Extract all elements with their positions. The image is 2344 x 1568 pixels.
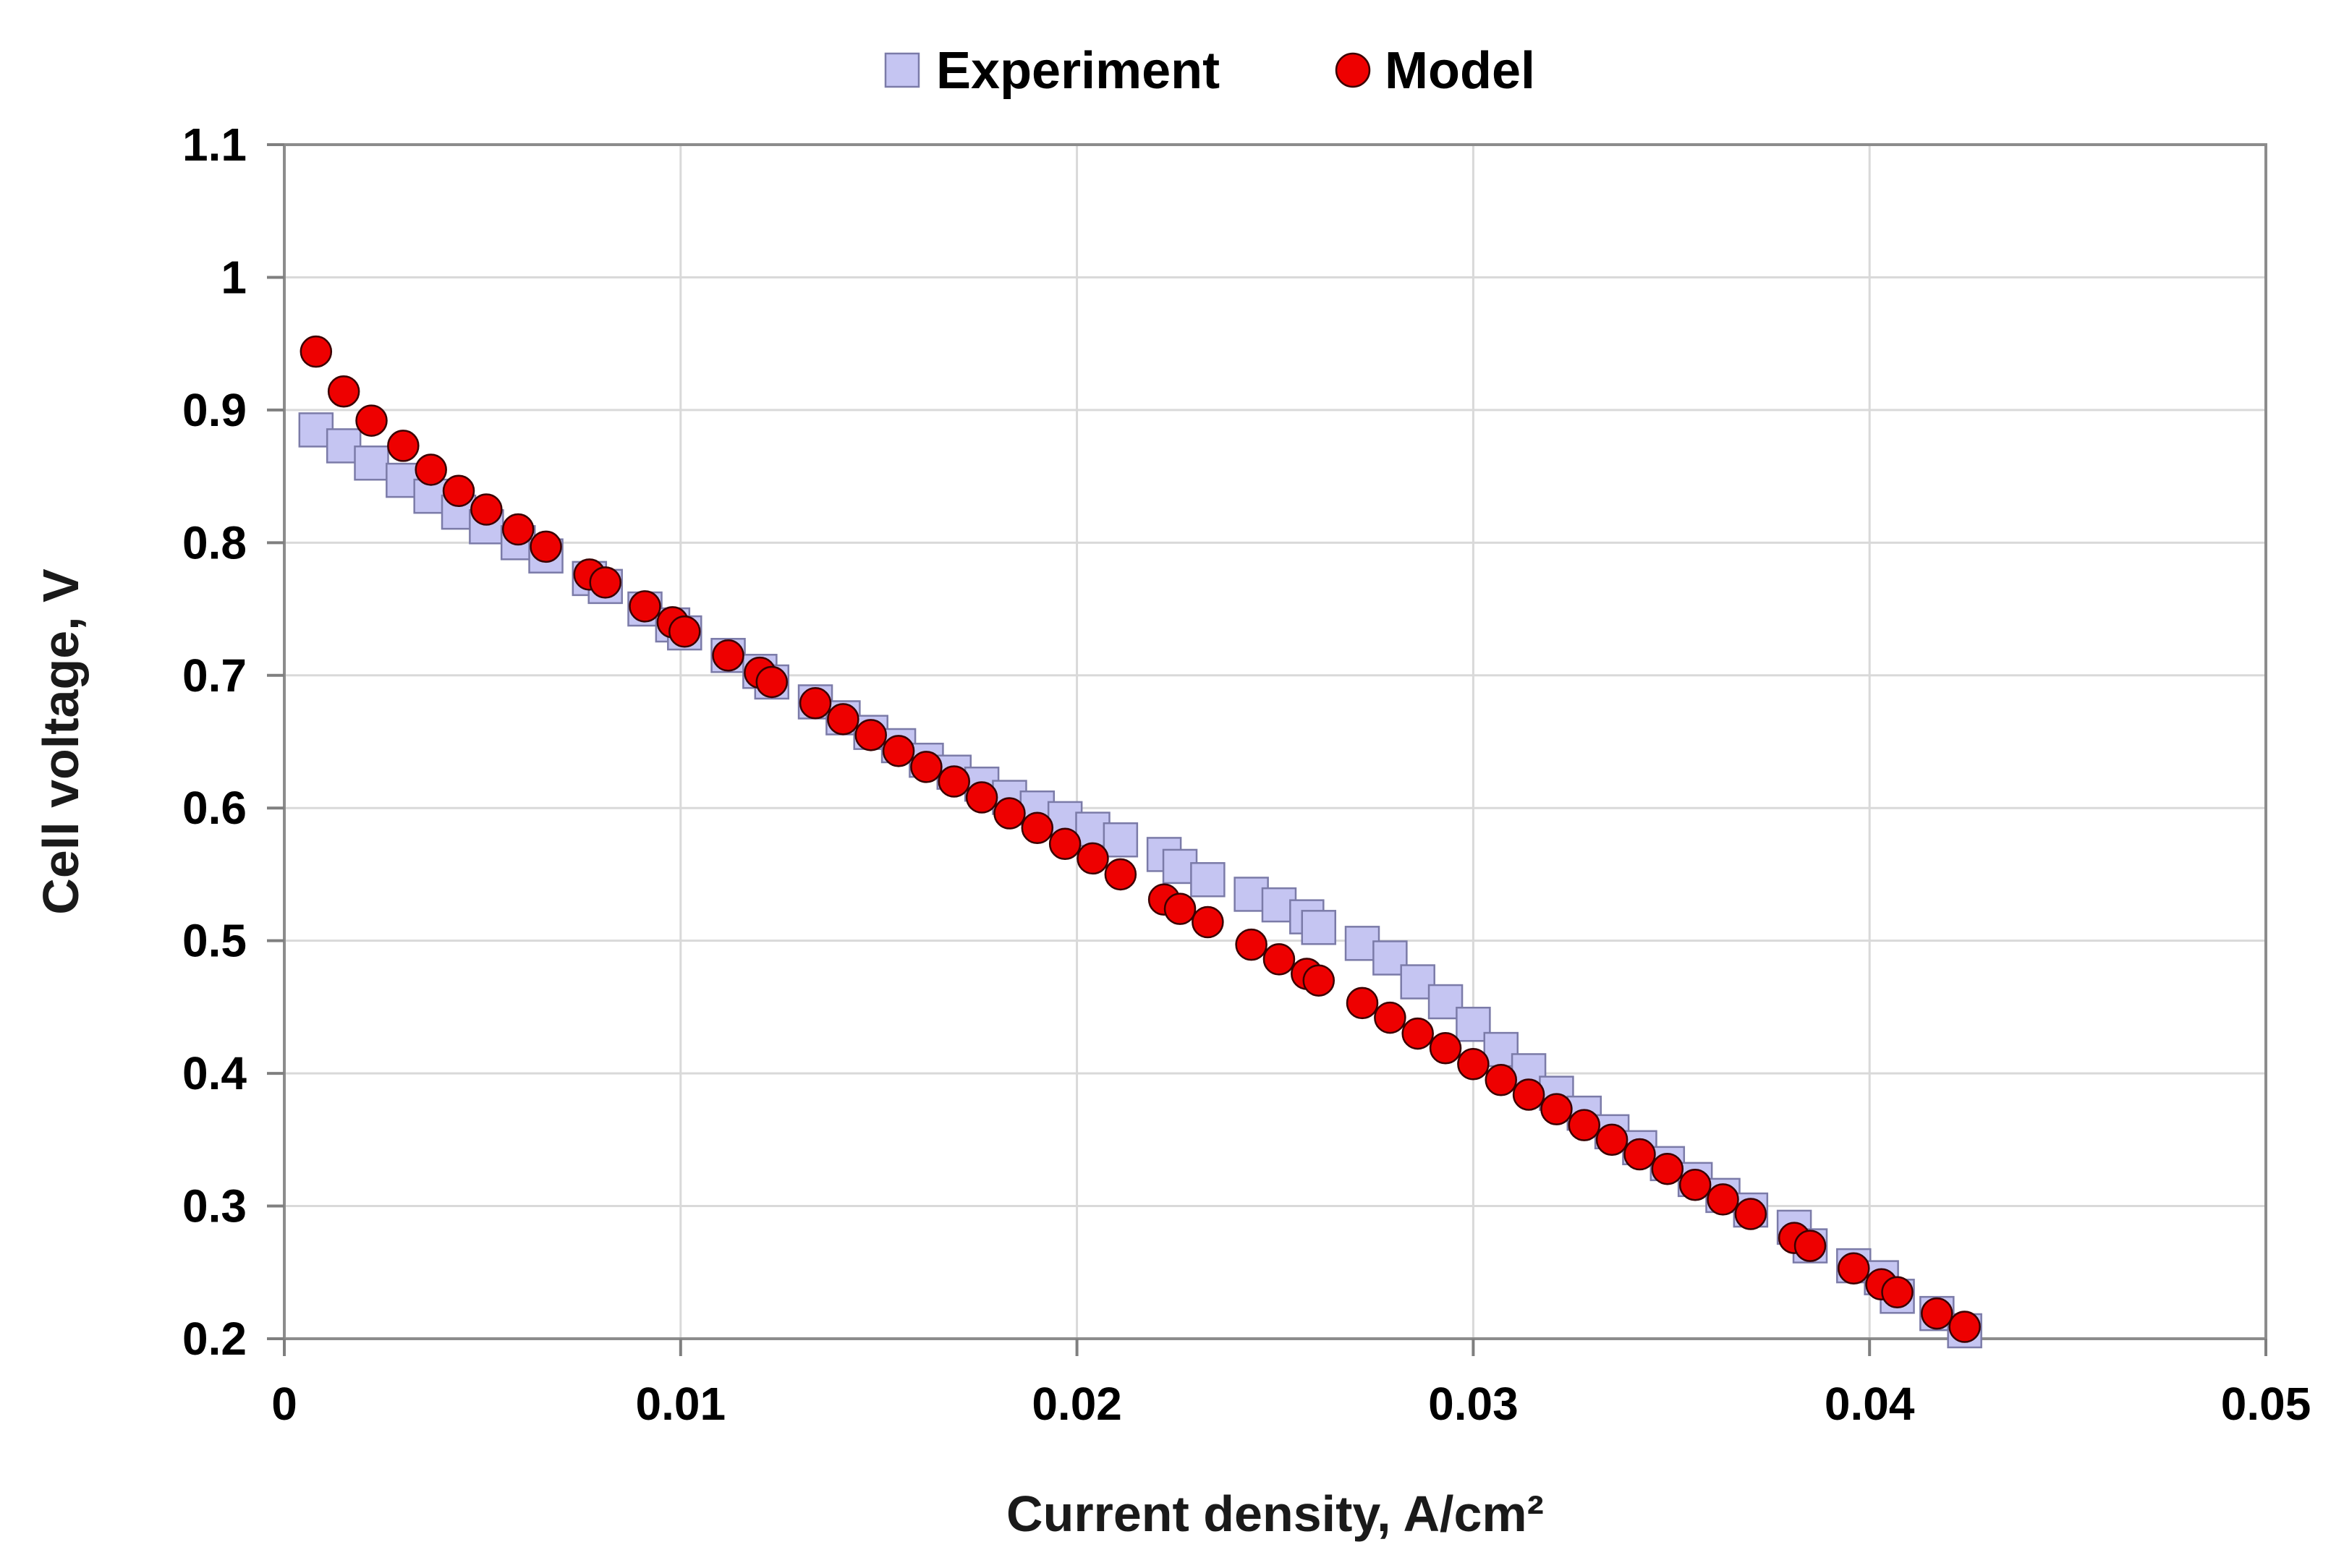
experiment-point [1103, 822, 1139, 858]
model-point [327, 375, 360, 408]
model-point [882, 735, 915, 767]
model-point [1734, 1198, 1767, 1230]
model-point [755, 665, 789, 699]
model-point [530, 530, 562, 563]
x-tick-label: 0.04 [1825, 1378, 1915, 1430]
model-point [1235, 928, 1267, 961]
y-tick-label: 0.7 [182, 649, 247, 702]
model-point [993, 797, 1026, 830]
plot-area-frame [283, 143, 2267, 1340]
model-point [910, 751, 943, 783]
model-point [1429, 1032, 1462, 1065]
experiment-point [1190, 862, 1226, 898]
model-point [1881, 1276, 1914, 1309]
model-point [1568, 1109, 1601, 1141]
model-point [300, 335, 333, 368]
model-point [965, 781, 998, 814]
model-point [501, 513, 535, 546]
model-point [1707, 1183, 1739, 1216]
model-point [938, 765, 971, 798]
experiment-point [354, 446, 389, 481]
x-tick-label: 0 [271, 1378, 297, 1430]
model-point [1192, 906, 1224, 939]
model-point [1485, 1064, 1517, 1096]
model-point [1346, 987, 1379, 1020]
model-point [589, 566, 621, 599]
model-point [355, 404, 388, 437]
model-point [799, 687, 832, 720]
series-model [300, 335, 1981, 1343]
y-tick-label: 0.3 [182, 1180, 247, 1232]
model-point [854, 719, 887, 751]
model-point [1623, 1138, 1656, 1171]
y-tick-label: 0.4 [182, 1047, 247, 1099]
model-point [1262, 943, 1296, 976]
x-tick-label: 0.03 [1428, 1378, 1519, 1430]
model-point [827, 703, 859, 736]
model-point [668, 615, 701, 648]
model-point [1401, 1017, 1434, 1050]
y-axis-title: Cell voltage, V [33, 568, 89, 915]
model-point [1948, 1311, 1981, 1343]
model-point [1457, 1048, 1490, 1081]
x-tick-label: 0.02 [1032, 1378, 1122, 1430]
model-point [470, 493, 503, 526]
model-point [387, 430, 420, 462]
y-tick-label: 1 [221, 251, 247, 303]
y-tick-label: 0.6 [182, 782, 247, 834]
y-tick-label: 1.1 [182, 119, 247, 171]
model-point [629, 590, 661, 623]
model-point [1793, 1230, 1827, 1262]
data-series [298, 335, 1982, 1349]
model-point [415, 453, 447, 486]
model-point [1048, 827, 1082, 861]
model-point [1921, 1297, 1953, 1330]
y-tick-label: 0.2 [182, 1313, 247, 1365]
legend-label-model: Model [1385, 42, 1535, 100]
model-point [1838, 1252, 1870, 1285]
model-point [1540, 1093, 1573, 1125]
legend-marker-model [1335, 52, 1371, 88]
model-point [1163, 892, 1197, 925]
y-tick-label: 0.9 [182, 384, 247, 436]
model-point [1512, 1078, 1545, 1111]
legend: Experiment Model [884, 42, 1535, 100]
model-point [712, 639, 744, 672]
model-point [1104, 858, 1137, 891]
x-tick-label: 0.05 [2221, 1378, 2311, 1430]
experiment-point [1301, 910, 1337, 945]
legend-label-experiment: Experiment [936, 42, 1220, 100]
model-point [442, 474, 475, 508]
legend-marker-experiment [884, 52, 920, 88]
model-point [1077, 842, 1109, 875]
y-tick-label: 0.8 [182, 516, 247, 568]
model-point [1021, 811, 1054, 844]
x-axis-title: Current density, A/cm² [1006, 1486, 1544, 1542]
y-tick-label: 0.5 [182, 915, 247, 967]
x-tick-label: 0.01 [636, 1378, 726, 1430]
model-point [1678, 1168, 1712, 1201]
model-point [1374, 1001, 1406, 1034]
axes: 0.2 0.3 0.4 0.5 0.6 0.7 0.8 0.9 1 1.1 0 0.01 0.02 0.0… [182, 119, 2311, 1430]
model-point [1651, 1152, 1684, 1185]
model-point [1302, 964, 1336, 997]
model-point [1595, 1123, 1629, 1156]
